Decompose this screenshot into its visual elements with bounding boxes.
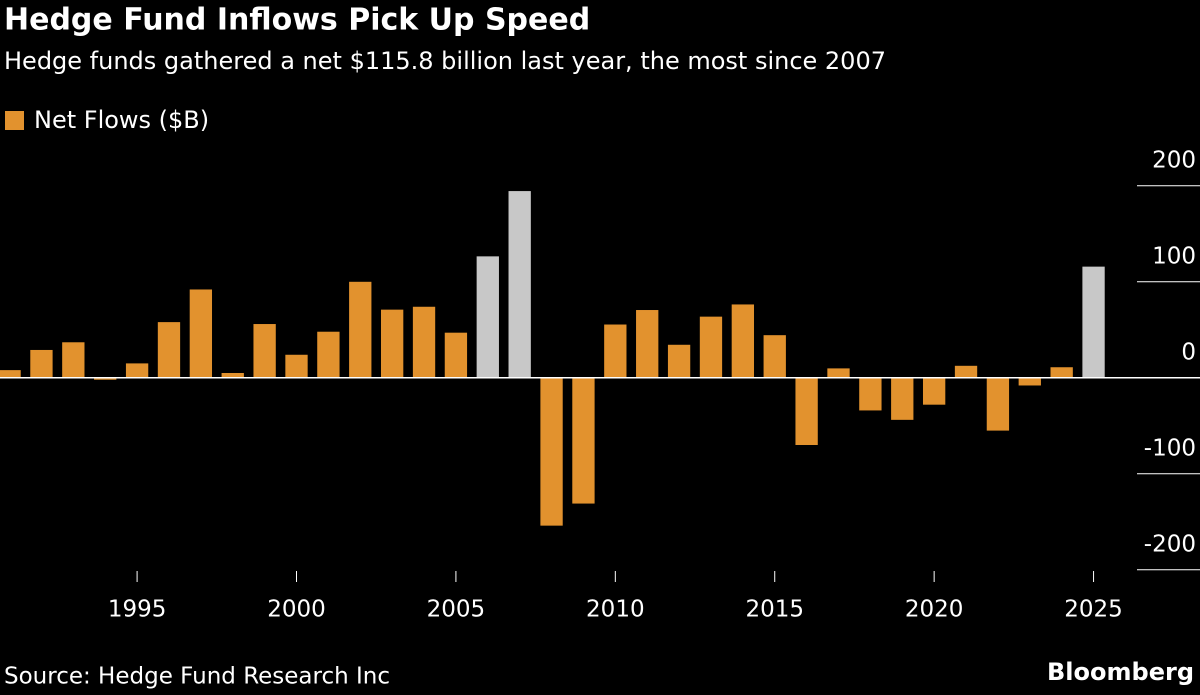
bar bbox=[731, 304, 755, 378]
bar bbox=[0, 370, 21, 378]
bar bbox=[667, 344, 691, 378]
bar bbox=[30, 349, 53, 378]
x-tick-label: 2005 bbox=[427, 597, 486, 623]
legend-label: Net Flows ($B) bbox=[34, 106, 209, 134]
bar bbox=[221, 373, 244, 378]
bar bbox=[380, 309, 404, 378]
bar bbox=[508, 191, 531, 378]
bar bbox=[986, 377, 1010, 431]
bar bbox=[62, 342, 85, 378]
y-tick-label: -100 bbox=[1144, 435, 1196, 461]
x-tick-label: 1995 bbox=[108, 597, 167, 623]
bar bbox=[763, 335, 786, 378]
bar bbox=[412, 306, 436, 378]
x-tick-label: 2000 bbox=[267, 597, 326, 623]
bar bbox=[253, 324, 276, 378]
bar bbox=[476, 256, 499, 378]
bar bbox=[699, 316, 723, 378]
bar bbox=[444, 332, 468, 378]
legend-swatch bbox=[5, 111, 24, 130]
bar bbox=[1082, 266, 1105, 378]
y-tick-label: 200 bbox=[1152, 147, 1196, 173]
x-tick-label: 2010 bbox=[586, 597, 645, 623]
x-tick-label: 2015 bbox=[745, 597, 804, 623]
bar bbox=[317, 331, 340, 378]
bar bbox=[604, 324, 627, 378]
x-tick-label: 2020 bbox=[905, 597, 964, 623]
x-tick-label: 2025 bbox=[1064, 597, 1123, 623]
bar bbox=[827, 368, 850, 378]
bar bbox=[636, 310, 659, 378]
bar bbox=[572, 377, 595, 504]
bar bbox=[891, 377, 914, 420]
bar bbox=[189, 289, 213, 378]
bar bbox=[540, 377, 563, 526]
bar bbox=[125, 363, 149, 378]
bar bbox=[954, 365, 978, 378]
chart-title: Hedge Fund Inflows Pick Up Speed bbox=[4, 3, 590, 38]
y-tick-label: 100 bbox=[1152, 243, 1196, 269]
bar bbox=[1018, 377, 1041, 386]
chart-subtitle: Hedge funds gathered a net $115.8 billio… bbox=[4, 47, 886, 75]
bar bbox=[349, 281, 372, 378]
bar bbox=[922, 377, 946, 405]
source: Source: Hedge Fund Research Inc bbox=[4, 664, 390, 690]
y-tick-label: -200 bbox=[1144, 531, 1196, 557]
bar bbox=[795, 377, 818, 445]
brand: Bloomberg bbox=[1047, 658, 1194, 686]
bar bbox=[285, 354, 308, 378]
bar bbox=[157, 322, 181, 378]
bar bbox=[859, 377, 882, 411]
y-tick-label: 0 bbox=[1181, 339, 1196, 365]
bar bbox=[94, 377, 117, 380]
bar bbox=[1050, 367, 1073, 378]
